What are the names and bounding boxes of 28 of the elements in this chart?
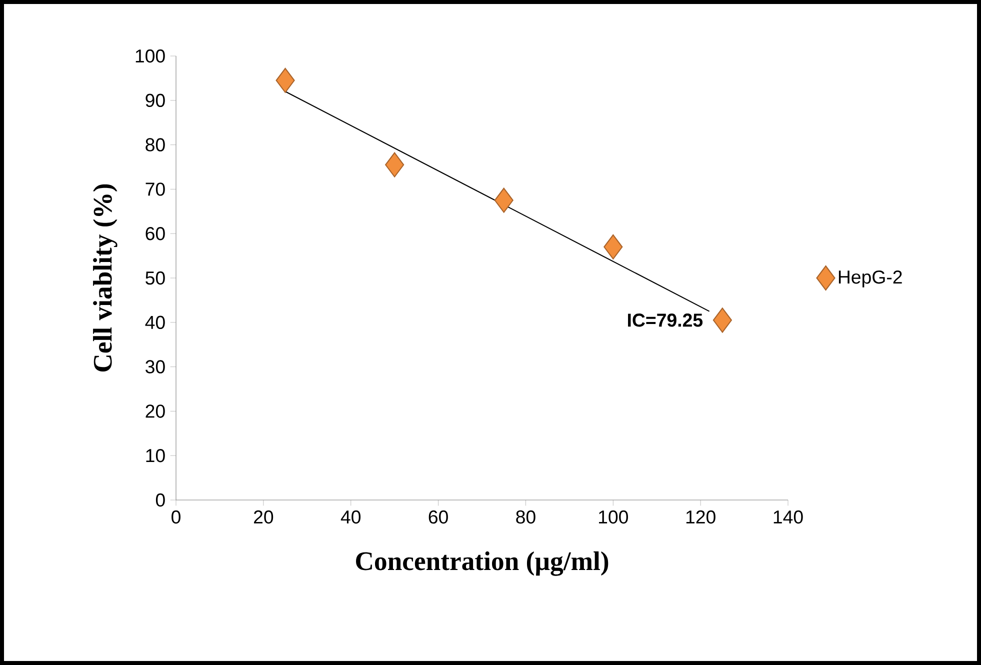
y-tick-label: 70 bbox=[146, 182, 165, 196]
y-tick-label: 0 bbox=[156, 493, 165, 507]
y-axis-title: Cell viablity (%) bbox=[93, 184, 118, 372]
point bbox=[712, 308, 732, 333]
y-tick-label: 20 bbox=[146, 404, 165, 418]
annotation: IC=79.25 bbox=[628, 314, 703, 327]
y-tick-label: 30 bbox=[146, 360, 165, 374]
x-tick-label: 120 bbox=[686, 510, 716, 524]
y-tick-label: 60 bbox=[146, 226, 165, 240]
x-tick-label: 20 bbox=[254, 510, 274, 524]
x-axis-title: Concentration (µg/ml) bbox=[356, 551, 608, 576]
y-tick-label: 90 bbox=[146, 94, 165, 108]
x-tick-label: 80 bbox=[516, 510, 536, 524]
legend-label: HepG-2 bbox=[838, 270, 902, 288]
point bbox=[604, 234, 623, 260]
x-tick-label: 40 bbox=[340, 510, 361, 524]
x-tick-label: 140 bbox=[774, 510, 803, 524]
x-tick-label: 100 bbox=[598, 510, 628, 524]
x-tick-label: 0 bbox=[172, 510, 180, 524]
point bbox=[385, 152, 404, 178]
y-tick-label: 80 bbox=[146, 138, 165, 152]
y-tick-label: 10 bbox=[146, 448, 165, 462]
point bbox=[276, 68, 295, 93]
point bbox=[494, 188, 514, 213]
y-tick-label: 50 bbox=[146, 271, 165, 285]
x-tick-label: 60 bbox=[428, 510, 448, 524]
y-tick-label: 100 bbox=[136, 49, 165, 63]
y-tick-label: 40 bbox=[145, 316, 165, 330]
